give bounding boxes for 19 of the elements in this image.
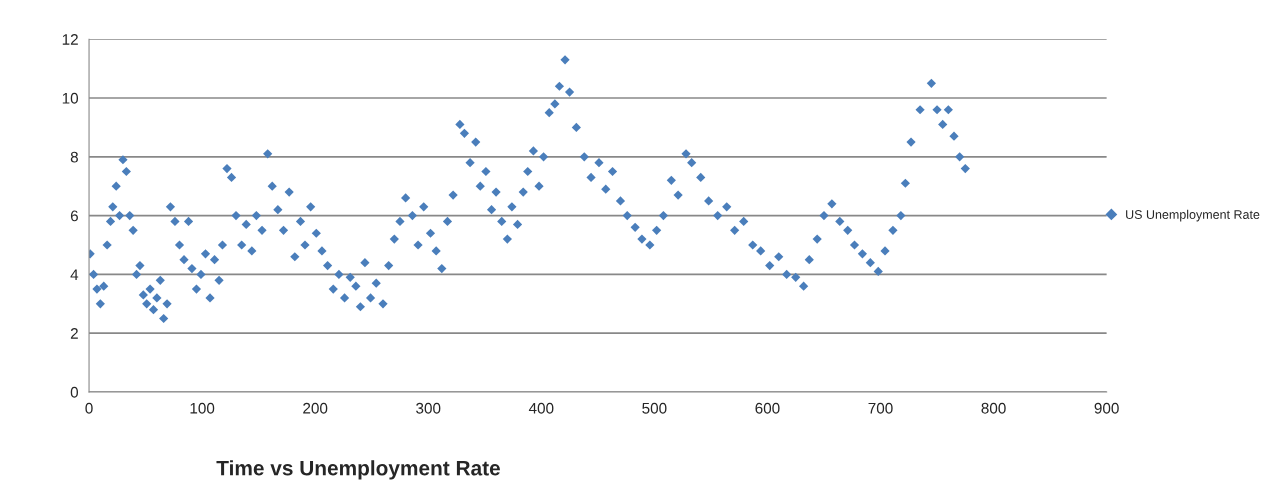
y-tick-label: 12	[62, 34, 78, 45]
x-tick-label: 300	[416, 402, 441, 414]
y-tick-label: 0	[70, 386, 79, 398]
x-tick-label: 100	[190, 402, 215, 414]
x-tick-label: 700	[868, 402, 893, 414]
legend-label: US Unemployment Rate	[1126, 209, 1260, 222]
x-tick-label: 200	[303, 402, 328, 414]
x-tick-label: 600	[755, 402, 780, 414]
y-tick-label: 10	[62, 92, 79, 104]
y-tick-label: 6	[70, 210, 78, 222]
y-tick-label: 4	[70, 269, 79, 280]
x-tick-label: 800	[981, 402, 1006, 414]
y-tick-label: 2	[70, 328, 78, 339]
x-tick-label: 900	[1094, 402, 1119, 414]
y-tick-label: 8	[70, 151, 78, 163]
text: Time vs Unemployment Rate	[216, 460, 500, 480]
x-tick-label: 0	[85, 402, 93, 414]
x-tick-label: 500	[642, 402, 667, 414]
x-tick-label: 400	[528, 402, 554, 414]
